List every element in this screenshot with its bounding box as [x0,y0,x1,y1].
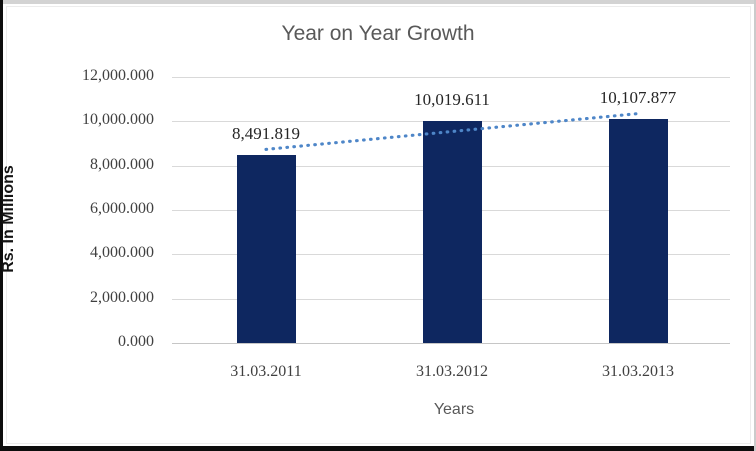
frame-bottom-edge [0,446,756,451]
y-tick-label: 4,000.000 [90,244,154,261]
bar-2011 [236,155,296,343]
frame-top-edge [0,0,756,4]
chart-title: Year on Year Growth [281,22,475,45]
y-tick-label: 12,000.000 [82,67,154,84]
y-tick-label: 10,000.000 [82,111,154,128]
x-category-label-2012: 31.03.2012 [416,363,488,380]
y-tick-label: 0.000 [118,333,154,350]
frame-left-edge [0,0,3,451]
data-label-2013: 10,107.877 [599,88,677,107]
x-axis-title: Years [433,401,475,418]
x-category-label-2013: 31.03.2013 [602,363,674,380]
x-category-label-2011: 31.03.2011 [230,363,302,380]
x-axis-line [172,343,730,344]
y-tick-label: 6,000.000 [90,200,154,217]
y-tick-label: 2,000.000 [90,289,154,306]
y-tick-label: 8,000.000 [90,156,154,173]
frame-right-edge [754,0,756,451]
bar-2013 [608,119,668,343]
bar-2012 [422,121,482,343]
data-label-2011: 8,491.819 [232,124,300,143]
data-label-2012: 10,019.611 [414,90,490,109]
gridline-12000 [172,77,730,78]
